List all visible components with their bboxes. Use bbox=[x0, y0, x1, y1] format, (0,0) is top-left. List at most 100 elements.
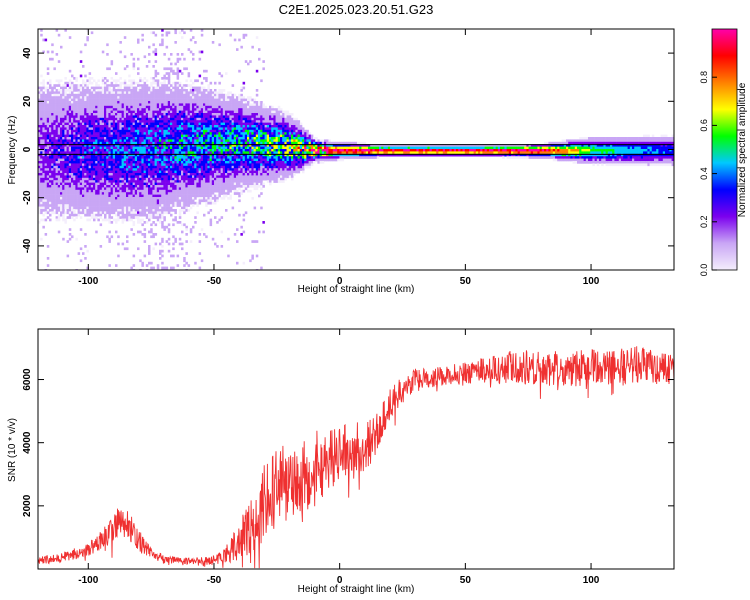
heatmap-cell bbox=[139, 77, 142, 80]
heatmap-cell bbox=[152, 173, 155, 176]
heatmap-cell bbox=[137, 201, 140, 205]
heatmap-cell bbox=[150, 177, 153, 181]
heatmap-cell bbox=[130, 91, 133, 95]
heatmap-cell bbox=[141, 170, 144, 174]
heatmap-cell bbox=[95, 156, 98, 159]
heatmap-cell bbox=[167, 146, 171, 150]
heatmap-cell bbox=[139, 199, 142, 203]
heatmap-cell bbox=[181, 182, 184, 186]
heatmap-cell bbox=[152, 161, 155, 164]
heatmap-cell bbox=[95, 127, 98, 131]
heatmap-cell bbox=[75, 197, 78, 200]
heatmap-cell bbox=[57, 146, 61, 150]
heatmap-cell bbox=[148, 177, 151, 181]
heatmap-cell bbox=[161, 206, 164, 210]
heatmap-cell bbox=[187, 170, 191, 174]
heatmap-cell bbox=[187, 151, 191, 155]
heatmap-cell bbox=[181, 96, 184, 99]
heatmap-cell bbox=[196, 173, 199, 176]
heatmap-cell bbox=[222, 117, 226, 121]
heatmap-cell bbox=[192, 115, 195, 119]
heatmap-cell bbox=[196, 211, 199, 215]
heatmap-cell bbox=[57, 141, 61, 145]
heatmap-cell bbox=[46, 137, 50, 140]
heatmap-cell bbox=[172, 132, 175, 135]
heatmap-cell bbox=[79, 165, 83, 169]
heatmap-cell bbox=[104, 103, 107, 107]
heatmap-cell bbox=[137, 129, 140, 133]
heatmap-cell bbox=[170, 168, 173, 171]
heatmap-cell bbox=[101, 218, 105, 222]
heatmap-cell bbox=[167, 93, 171, 97]
heatmap-cell bbox=[126, 84, 129, 87]
heatmap-cell bbox=[156, 211, 160, 215]
heatmap-cell bbox=[205, 175, 208, 179]
heatmap-cell bbox=[86, 122, 89, 126]
heatmap-cell bbox=[218, 187, 221, 191]
heatmap-cell bbox=[82, 173, 85, 176]
heatmap-cell bbox=[205, 113, 208, 116]
heatmap-cell bbox=[143, 137, 147, 140]
heatmap-cell bbox=[187, 182, 191, 186]
heatmap-cell bbox=[187, 194, 191, 198]
heatmap-cell bbox=[200, 91, 204, 95]
heatmap-cell bbox=[139, 153, 142, 157]
heatmap-cell bbox=[121, 91, 125, 95]
heatmap-cell bbox=[68, 108, 72, 111]
heatmap-cell bbox=[110, 201, 114, 205]
heatmap-cell bbox=[53, 146, 56, 150]
heatmap-cell bbox=[95, 132, 98, 135]
heatmap-cell bbox=[106, 175, 109, 179]
heatmap-cell bbox=[137, 165, 140, 169]
heatmap-cell bbox=[156, 201, 160, 205]
heatmap-cell bbox=[38, 117, 41, 121]
heatmap-cell bbox=[57, 177, 61, 181]
heatmap-cell bbox=[53, 96, 56, 99]
heatmap-cell bbox=[189, 132, 193, 135]
heatmap-cell bbox=[44, 189, 48, 193]
heatmap-cell bbox=[209, 223, 213, 227]
heatmap-cell bbox=[192, 187, 195, 191]
heatmap-cell bbox=[121, 103, 125, 107]
heatmap-cell bbox=[187, 168, 191, 171]
heatmap-cell bbox=[86, 153, 89, 157]
heatmap-cell bbox=[205, 161, 208, 164]
heatmap-cell bbox=[130, 182, 133, 186]
heatmap-cell bbox=[214, 177, 217, 181]
heatmap-cell bbox=[159, 113, 162, 116]
heatmap-cell bbox=[90, 110, 94, 114]
heatmap-cell bbox=[75, 89, 78, 92]
heatmap-cell bbox=[154, 48, 158, 51]
heatmap-cell bbox=[132, 137, 136, 140]
heatmap-cell bbox=[214, 199, 217, 203]
heatmap-cell bbox=[60, 161, 63, 164]
heatmap-cell bbox=[93, 139, 96, 143]
heatmap-cell bbox=[68, 79, 72, 83]
heatmap-cell bbox=[121, 204, 125, 207]
heatmap-cell bbox=[101, 122, 105, 126]
heatmap-cell bbox=[156, 204, 160, 207]
heatmap-cell bbox=[97, 144, 100, 147]
heatmap-cell bbox=[225, 137, 228, 140]
heatmap-cell bbox=[156, 129, 160, 133]
heatmap-cell bbox=[159, 192, 162, 195]
heatmap-cell bbox=[97, 89, 100, 92]
heatmap-cell bbox=[93, 144, 96, 147]
heatmap-cell bbox=[163, 146, 166, 150]
heatmap-cell bbox=[99, 146, 103, 150]
heatmap-cell bbox=[86, 204, 89, 207]
heatmap-cell bbox=[108, 86, 111, 90]
heatmap-cell bbox=[165, 105, 169, 109]
heatmap-cell bbox=[139, 211, 142, 215]
heatmap-cell bbox=[141, 156, 144, 159]
heatmap-cell bbox=[95, 86, 98, 90]
heatmap-cell bbox=[62, 115, 65, 119]
heatmap-cell bbox=[170, 69, 173, 73]
heatmap-cell bbox=[170, 105, 173, 109]
heatmap-cell bbox=[104, 194, 107, 198]
heatmap-cell bbox=[49, 98, 52, 102]
heatmap-cell bbox=[84, 187, 87, 191]
heatmap-cell bbox=[79, 259, 83, 263]
heatmap-cell bbox=[99, 165, 103, 169]
heatmap-cell bbox=[93, 189, 96, 193]
